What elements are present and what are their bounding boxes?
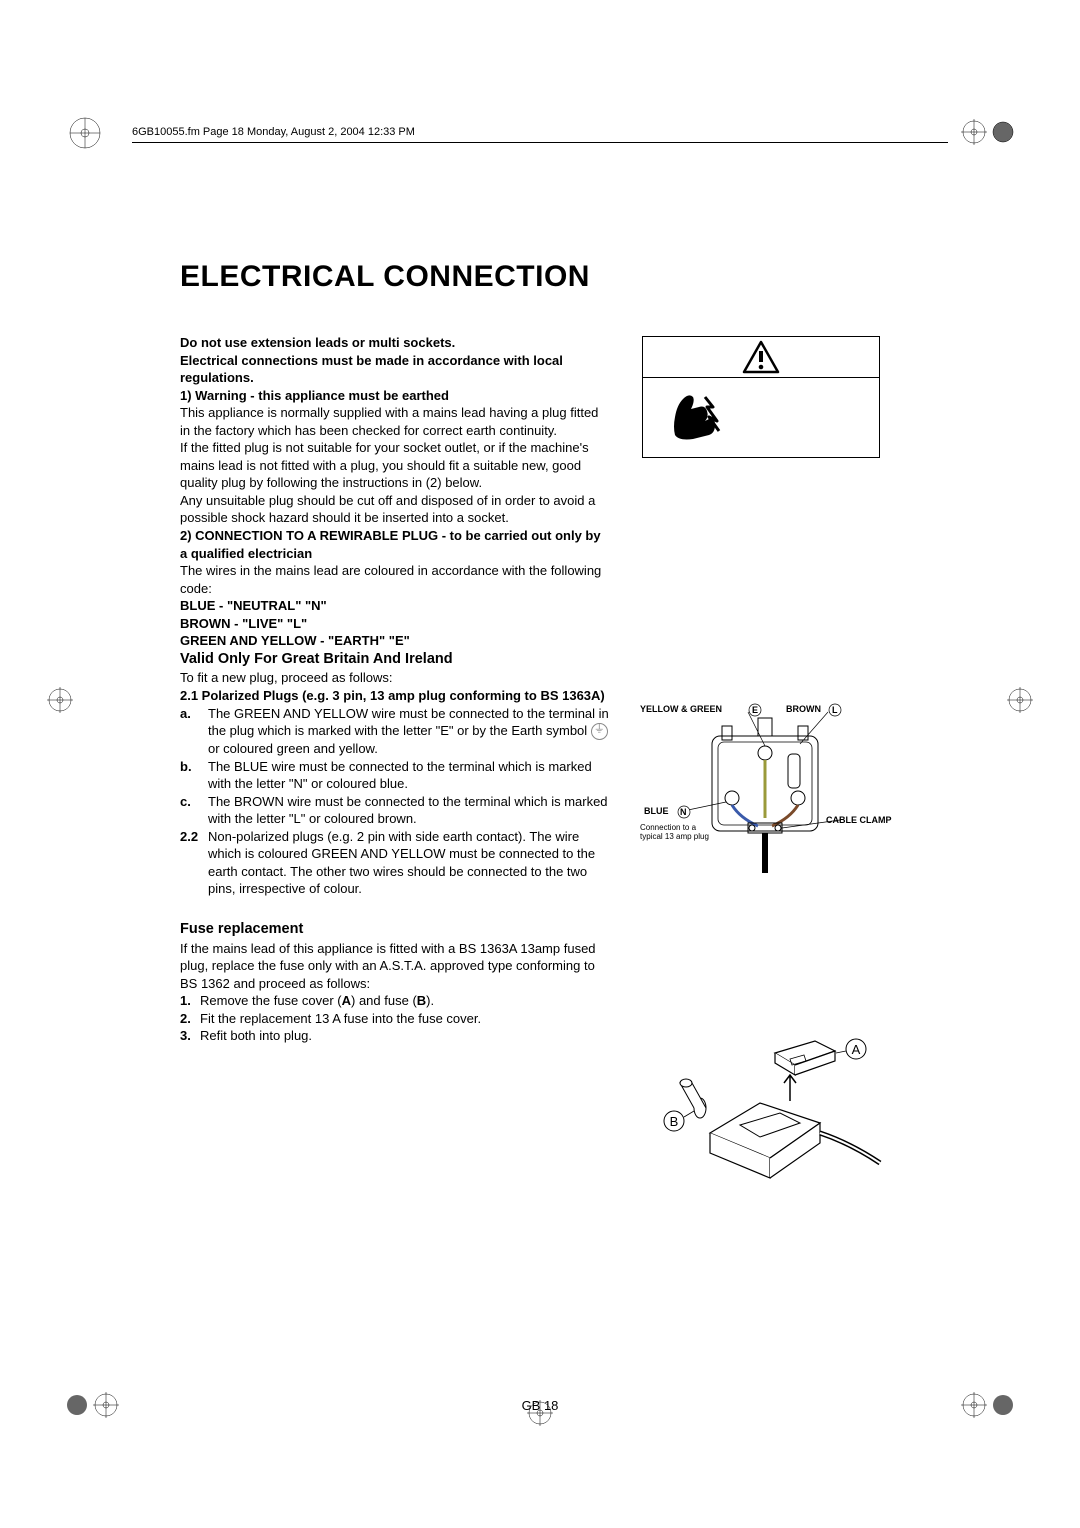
plug-wiring-diagram: YELLOW & GREEN E BROWN L BLUE N CABLE CL… (640, 698, 890, 873)
text-column: Do not use extension leads or multi sock… (180, 334, 610, 1183)
warning-triangle-icon (643, 337, 879, 378)
section1-p3: Any unsuitable plug should be cut off an… (180, 492, 610, 527)
header-rule (132, 142, 948, 143)
fuse-replacement-diagram: A B (640, 1013, 890, 1183)
section2-heading: 2) CONNECTION TO A REWIRABLE PLUG - to b… (180, 527, 610, 562)
figure-column: YELLOW & GREEN E BROWN L BLUE N CABLE CL… (610, 334, 950, 1183)
gb-ireland-heading: Valid Only For Great Britain And Ireland (180, 650, 610, 670)
code-green: GREEN AND YELLOW - "EARTH" "E" (180, 632, 610, 650)
list-item-b: b. The BLUE wire must be connected to th… (208, 758, 610, 793)
code-blue: BLUE - "NEUTRAL" "N" (180, 597, 610, 615)
label-cable-clamp: CABLE CLAMP (826, 815, 892, 825)
label-brown: BROWN (786, 704, 821, 714)
label-yellow-green: YELLOW & GREEN (640, 704, 722, 714)
gb-ireland-intro: To fit a new plug, proceed as follows: (180, 669, 610, 687)
label-a-text: A (852, 1042, 861, 1057)
label-blue: BLUE (644, 806, 669, 816)
crop-mark-top-right (959, 104, 1015, 160)
fuse-heading: Fuse replacement (180, 920, 610, 940)
crop-mark-mid-right (1000, 680, 1040, 720)
content-columns: Do not use extension leads or multi sock… (180, 334, 950, 1183)
crop-mark-mid-left (40, 680, 80, 720)
do-not-extension: Do not use extension leads or multi sock… (180, 334, 610, 352)
polarized-list: a. The GREEN AND YELLOW wire must be con… (180, 705, 610, 828)
fuse-step-3: 3. Refit both into plug. (200, 1027, 610, 1045)
section1-heading: 1) Warning - this appliance must be eart… (180, 387, 610, 405)
page-footer: GB 18 (0, 1398, 1080, 1413)
label-e: E (752, 705, 758, 715)
p21-heading: 2.1 Polarized Plugs (e.g. 3 pin, 13 amp … (180, 687, 610, 705)
running-head: 6GB10055.fm Page 18 Monday, August 2, 20… (132, 126, 415, 138)
fuse-step-2: 2. Fit the replacement 13 A fuse into th… (200, 1010, 610, 1028)
label-b-text: B (670, 1114, 679, 1129)
crop-mark-top-left (65, 113, 105, 153)
local-regulations: Electrical connections must be made in a… (180, 352, 610, 387)
section2-p1: The wires in the mains lead are coloured… (180, 562, 610, 597)
list-item-22: 2.2 Non-polarized plugs (e.g. 2 pin with… (208, 828, 610, 898)
electric-hand-icon (643, 378, 879, 456)
code-brown: BROWN - "LIVE" "L" (180, 615, 610, 633)
warning-box (642, 336, 880, 458)
list-item-c: c. The BROWN wire must be connected to t… (208, 793, 610, 828)
nonpolarized-list: 2.2 Non-polarized plugs (e.g. 2 pin with… (180, 828, 610, 898)
fuse-intro: If the mains lead of this appliance is f… (180, 940, 610, 993)
label-n: N (680, 807, 687, 817)
fuse-steps: 1. Remove the fuse cover (A) and fuse (B… (180, 992, 610, 1045)
page: 6GB10055.fm Page 18 Monday, August 2, 20… (0, 0, 1080, 1528)
page-title: ELECTRICAL CONNECTION (180, 260, 1000, 294)
section1-p2: If the fitted plug is not suitable for y… (180, 439, 610, 492)
earth-icon (591, 723, 608, 740)
fuse-step-1: 1. Remove the fuse cover (A) and fuse (B… (200, 992, 610, 1010)
section1-p1: This appliance is normally supplied with… (180, 404, 610, 439)
plug-caption: Connection to a typical 13 amp plug (640, 824, 710, 842)
label-l: L (832, 705, 838, 715)
list-item-a: a. The GREEN AND YELLOW wire must be con… (208, 705, 610, 758)
